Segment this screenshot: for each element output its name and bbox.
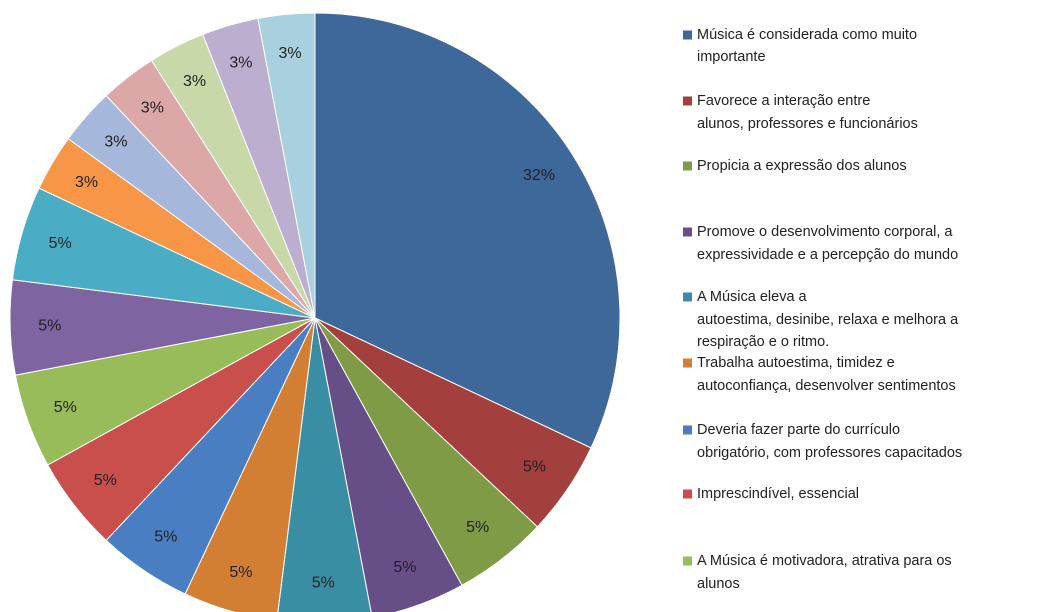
legend-label: Música é considerada como muito bbox=[697, 26, 918, 43]
legend-marker bbox=[683, 30, 692, 40]
data-label: 32% bbox=[523, 167, 555, 184]
legend-label: A Música é motivadora, atrativa para os bbox=[697, 552, 952, 569]
legend-marker bbox=[683, 161, 692, 171]
data-label: 5% bbox=[54, 399, 77, 416]
legend-label: obrigatório, com professores capacitados bbox=[697, 444, 963, 461]
pie-slice bbox=[277, 317, 372, 612]
legend-label: autoconfiança, desenvolver sentimentos bbox=[697, 377, 956, 394]
legend-marker bbox=[683, 489, 692, 499]
data-label: 5% bbox=[523, 458, 546, 475]
legend-label: Deveria fazer parte do currículo bbox=[697, 421, 901, 438]
data-label: 5% bbox=[154, 529, 177, 546]
data-label: 3% bbox=[141, 100, 164, 117]
data-label: 3% bbox=[104, 134, 127, 151]
legend-label: autoestima, desinibe, relaxa e melhora a bbox=[697, 311, 959, 328]
legend-label: alunos, professores e funcionários bbox=[697, 115, 918, 132]
legend-marker bbox=[683, 425, 692, 435]
legend-label: A Música eleva a bbox=[697, 288, 807, 305]
legend-marker bbox=[683, 292, 692, 302]
data-label: 5% bbox=[393, 559, 416, 576]
legend-marker bbox=[683, 556, 692, 566]
legend-label: Favorece a interação entre bbox=[697, 92, 871, 109]
data-label: 3% bbox=[75, 174, 98, 191]
pie-slice bbox=[314, 317, 463, 612]
legend-label: expressividade e a percepção do mundo bbox=[697, 246, 959, 263]
data-label: 5% bbox=[49, 235, 72, 252]
data-label: 3% bbox=[229, 54, 252, 71]
data-label: 5% bbox=[94, 472, 117, 489]
legend-label: respiração e o ritmo. bbox=[697, 333, 830, 350]
legend-marker bbox=[683, 96, 692, 106]
pie-slice bbox=[257, 12, 316, 319]
data-label: 5% bbox=[229, 564, 252, 581]
legend-label: Promove o desenvolvimento corporal, a bbox=[697, 223, 953, 240]
data-label: 5% bbox=[466, 519, 489, 536]
data-label: 5% bbox=[38, 318, 61, 335]
data-label: 3% bbox=[278, 45, 301, 62]
data-label: 3% bbox=[183, 73, 206, 90]
legend-label: alunos bbox=[697, 575, 740, 592]
legend-label: importante bbox=[697, 48, 766, 65]
legend-label: Propicia a expressão dos alunos bbox=[697, 157, 907, 174]
pie-slice bbox=[314, 12, 621, 449]
legend-marker bbox=[683, 358, 692, 368]
data-label: 5% bbox=[312, 574, 335, 591]
legend-marker bbox=[683, 227, 692, 237]
legend-label: Trabalha autoestima, timidez e bbox=[697, 354, 895, 371]
legend-label: Imprescindível, essencial bbox=[697, 485, 859, 502]
